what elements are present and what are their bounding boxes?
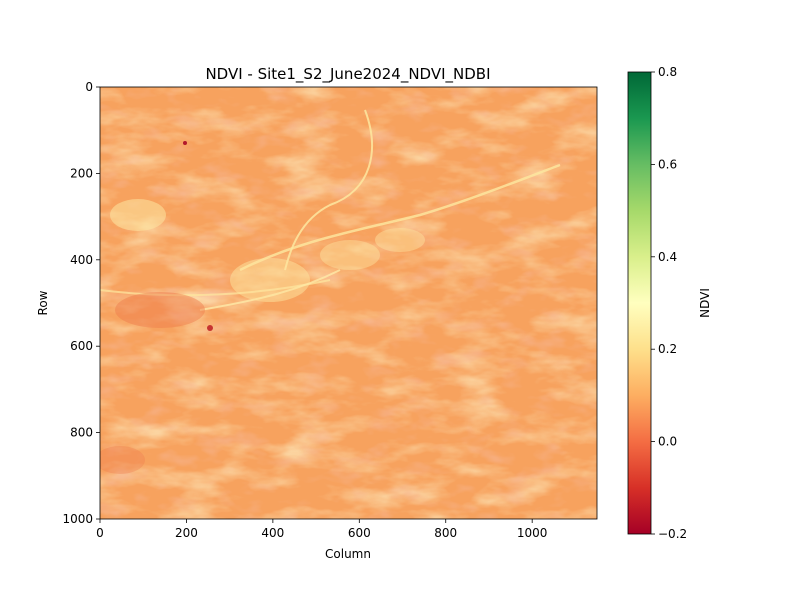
colorbar-tick-label: 0.4 bbox=[658, 250, 677, 264]
y-axis-label: Row bbox=[36, 290, 50, 315]
y-tick-label: 0 bbox=[85, 80, 93, 94]
colorbar bbox=[627, 71, 652, 535]
x-axis-label: Column bbox=[325, 547, 371, 561]
plot-frame bbox=[99, 86, 598, 520]
heatmap-bright-patch-2 bbox=[230, 258, 310, 302]
x-tick-label: 200 bbox=[175, 526, 198, 540]
y-tick-label: 400 bbox=[70, 253, 93, 267]
x-tick-label: 400 bbox=[261, 526, 284, 540]
colorbar-label: NDVI bbox=[698, 288, 712, 318]
heatmap-low-pixel-2 bbox=[207, 325, 213, 331]
ndvi-heatmap bbox=[100, 87, 597, 519]
colorbar-ticks: 0.8 0.6 0.4 0.2 0.0 −0.2 bbox=[651, 65, 687, 541]
y-tick-label: 200 bbox=[70, 166, 93, 180]
x-tick-label: 800 bbox=[434, 526, 457, 540]
x-axis: 0 200 400 600 800 1000 bbox=[96, 519, 547, 540]
y-tick-label: 800 bbox=[70, 426, 93, 440]
heatmap-dark-regions bbox=[100, 87, 597, 519]
colorbar-tick-label: 0.2 bbox=[658, 342, 677, 356]
colorbar-tick-label: −0.2 bbox=[658, 527, 687, 541]
heatmap-drainage-2 bbox=[239, 163, 561, 272]
heatmap-dark-patch-2 bbox=[100, 446, 145, 474]
heatmap-dark-patch-1 bbox=[115, 292, 205, 328]
x-tick-label: 1000 bbox=[517, 526, 548, 540]
x-tick-label: 600 bbox=[348, 526, 371, 540]
colorbar-tick-label: 0.8 bbox=[658, 65, 677, 79]
heatmap-bright-patch-1 bbox=[110, 199, 166, 231]
heatmap-bright-patch-3 bbox=[320, 240, 380, 270]
colorbar-tick-label: 0.0 bbox=[658, 435, 677, 449]
y-tick-label: 600 bbox=[70, 339, 93, 353]
heatmap-low-pixel-1 bbox=[183, 141, 187, 145]
colorbar-tick-label: 0.6 bbox=[658, 157, 677, 171]
y-tick-label: 1000 bbox=[62, 512, 93, 526]
y-axis: 0 200 400 600 800 1000 bbox=[62, 80, 100, 526]
chart-title: NDVI - Site1_S2_June2024_NDVI_NDBI bbox=[205, 65, 490, 84]
heatmap-bright-patch-4 bbox=[375, 228, 425, 252]
x-tick-label: 0 bbox=[96, 526, 104, 540]
